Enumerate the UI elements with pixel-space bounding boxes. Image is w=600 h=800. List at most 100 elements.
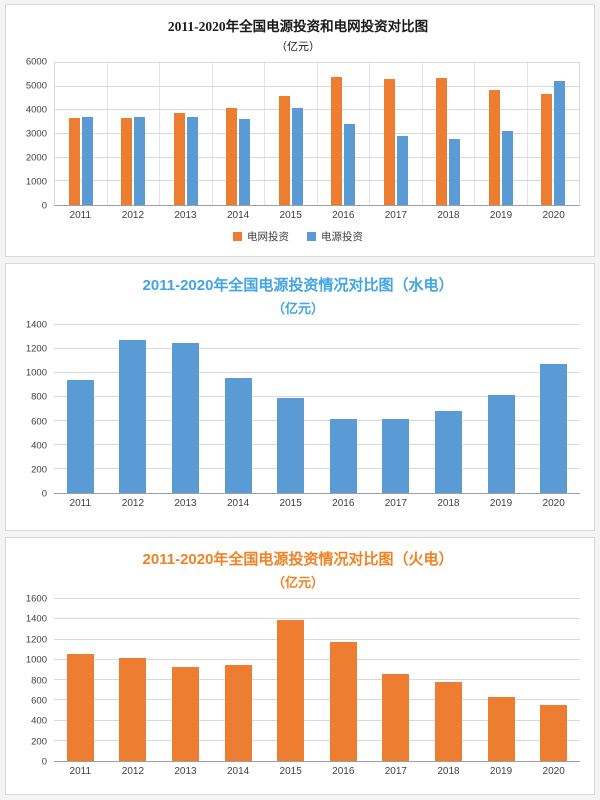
x-tick-label: 2019 — [489, 498, 513, 509]
x-tick-label: 2016 — [332, 210, 355, 221]
bar-group-2018 — [422, 325, 475, 493]
y-axis: 0 200 400 600 800 1000 1200 1400 — [16, 320, 54, 500]
bar-group-2015 — [264, 599, 317, 761]
bar-水电投资-2012 — [119, 339, 147, 493]
gridline — [54, 324, 580, 325]
bar-group-2014 — [213, 63, 265, 205]
x-tick-label: 2012 — [121, 766, 145, 777]
y-tick-label: 0 — [41, 200, 47, 212]
x-tick-label: 2020 — [542, 210, 565, 221]
y-tick-label: 200 — [31, 736, 47, 748]
bar-group-2011 — [55, 63, 108, 205]
y-tick-label: 200 — [31, 464, 47, 476]
y-axis: 0 1000 2000 3000 4000 5000 6000 — [16, 57, 54, 212]
bar-group-2019 — [475, 63, 528, 205]
y-tick-label: 1400 — [25, 613, 47, 625]
bar-火电投资-2019 — [487, 697, 515, 761]
chart-title: 2011-2020年全国电源投资情况对比图（水电） — [142, 277, 454, 294]
bar-火电投资-2020 — [540, 705, 568, 761]
x-tick-label: 2018 — [437, 498, 460, 509]
y-tick-label: 400 — [31, 715, 47, 727]
x-tick-label: 2016 — [332, 766, 355, 777]
gridline — [54, 372, 580, 373]
bar-火电投资-2016 — [329, 642, 357, 761]
bar-group-2018 — [423, 63, 475, 205]
gridline — [54, 348, 580, 349]
bar-电网投资-2012 — [121, 118, 133, 205]
y-tick-label: 0 — [41, 756, 47, 768]
bar-火电投资-2018 — [434, 682, 462, 761]
x-tick-label: 2018 — [437, 766, 460, 777]
bar-电网投资-2011 — [68, 117, 80, 205]
bar-电网投资-2016 — [331, 76, 343, 205]
x-tick-label: 2011 — [69, 210, 92, 221]
bar-电源投资-2019 — [501, 130, 513, 205]
bar-group-2013 — [159, 599, 212, 761]
bar-电网投资-2018 — [436, 77, 448, 205]
x-tick-label: 2016 — [332, 498, 355, 509]
legend-item-电网投资: 电网投资 — [233, 229, 289, 244]
gridline — [54, 719, 580, 721]
gridline — [54, 638, 580, 640]
y-tick-label: 0 — [41, 488, 47, 500]
gridline — [54, 618, 580, 620]
legend-item-电源投资: 电源投资 — [307, 229, 363, 244]
gridline — [54, 420, 580, 421]
bar-电源投资-2018 — [449, 139, 461, 205]
gridline — [55, 85, 579, 87]
y-tick-label: 600 — [31, 695, 47, 707]
y-tick-label: 1600 — [25, 593, 47, 605]
y-tick-label: 600 — [31, 416, 47, 428]
x-tick-label: 2014 — [226, 766, 250, 777]
bar-电源投资-2011 — [81, 117, 93, 205]
chart-subtitle: （亿元） — [271, 301, 324, 316]
bar-火电投资-2017 — [382, 673, 410, 761]
bar-水电投资-2016 — [329, 418, 357, 493]
chart-subtitle: （亿元） — [276, 41, 320, 53]
bar-电网投资-2014 — [226, 107, 238, 205]
y-tick-label: 1400 — [25, 319, 47, 331]
legend-swatch — [233, 232, 242, 241]
gridline — [54, 396, 580, 397]
bar-火电投资-2014 — [224, 664, 252, 761]
legend-label: 电源投资 — [321, 231, 363, 243]
bar-chart: 0 200 400 600 800 1000 1200 1400 1600 — [16, 594, 580, 768]
bar-水电投资-2015 — [277, 398, 305, 493]
chart-panel-hydro: 2011-2020年全国电源投资情况对比图（水电） （亿元） 0 200 400 60… — [5, 263, 595, 531]
bar-group-2012 — [108, 63, 160, 205]
y-axis: 0 200 400 600 800 1000 1200 1400 1600 — [16, 594, 54, 768]
gridline — [54, 468, 580, 469]
bar-电网投资-2017 — [383, 78, 395, 205]
gridline — [55, 109, 579, 111]
x-axis: 2011 2012 2013 2014 2015 2016 2017 2018 2019 2020 — [54, 210, 580, 221]
bar-group-2016 — [317, 325, 370, 493]
plot-area — [54, 62, 580, 206]
bar-group-2015 — [264, 325, 317, 493]
y-tick-label: 400 — [31, 440, 47, 452]
grouped-bar-chart: 0 1000 2000 3000 4000 5000 6000 — [16, 57, 580, 212]
bar-group-2012 — [107, 599, 160, 761]
gridline — [54, 679, 580, 680]
bar-group-2013 — [159, 325, 212, 493]
bar-group-2011 — [54, 599, 107, 761]
bar-电源投资-2017 — [396, 136, 408, 205]
x-tick-label: 2014 — [226, 498, 250, 509]
bar-水电投资-2018 — [434, 411, 462, 493]
y-tick-label: 1000 — [25, 654, 47, 666]
gridline — [54, 658, 580, 660]
bar-火电投资-2015 — [277, 619, 305, 761]
gridline — [55, 180, 579, 182]
bar-火电投资-2012 — [119, 658, 147, 761]
chart-title: 2011-2020年全国电源投资和电网投资对比图 — [167, 19, 429, 34]
bar-水电投资-2011 — [66, 380, 94, 493]
bar-group-2020 — [528, 63, 580, 205]
bar-group-2013 — [160, 63, 213, 205]
x-tick-label: 2015 — [279, 498, 302, 509]
chart-panel-grid-vs-source: 2011-2020年全国电源投资和电网投资对比图 （亿元） 0 1000 2000 3… — [5, 4, 595, 257]
bar-电源投资-2020 — [554, 80, 566, 205]
y-tick-label: 1000 — [25, 176, 47, 188]
x-tick-label: 2018 — [437, 210, 460, 221]
bar-group-2014 — [212, 325, 265, 493]
bar-group-2017 — [370, 599, 423, 761]
bar-水电投资-2019 — [487, 395, 515, 493]
